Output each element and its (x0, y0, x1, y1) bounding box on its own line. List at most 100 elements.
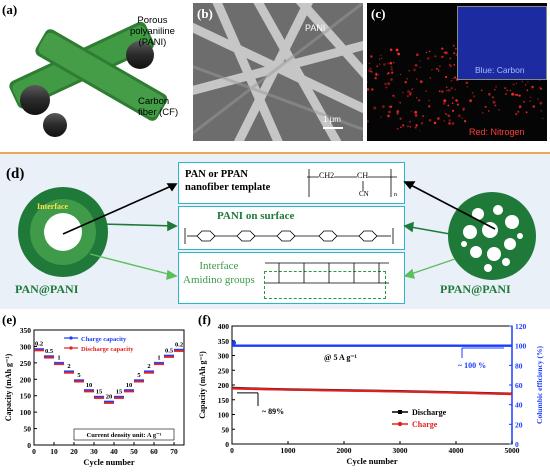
chart-e-discharge-point (57, 363, 61, 366)
chart-e-discharge-point (107, 401, 111, 405)
pani-annotation: Porous polyaniline (PANI) (130, 15, 175, 48)
chart-e-discharge-point (127, 390, 131, 393)
nitrogen-dot (399, 117, 402, 120)
nitrogen-dot (537, 98, 539, 100)
chart-f-ytick-label: 400 (218, 322, 230, 331)
nitrogen-dot (416, 97, 418, 99)
nitrogen-dot (379, 58, 381, 60)
chart-e-discharge-point (125, 390, 129, 393)
chart-f-y2tick-label: 20 (515, 420, 523, 429)
nitrogen-dot (388, 110, 391, 114)
nitrogen-dot (445, 75, 448, 79)
nitrogen-dot (482, 112, 484, 114)
nitrogen-dot (491, 96, 494, 99)
nitrogen-dot (448, 63, 451, 66)
chart-f-annotation-retention: ~ 89% (262, 407, 284, 416)
chart-f-ytick-label: 350 (218, 337, 230, 346)
chart-e-discharge-point (53, 363, 57, 366)
chart-f-xlabel: Cycle number (346, 456, 397, 466)
pani-surface-box: PANI on surface (178, 206, 405, 250)
nitrogen-dot (406, 78, 408, 80)
chart-e-discharge-point (163, 355, 167, 359)
nitrogen-dot (523, 101, 525, 103)
amidino-dashed-frame (264, 271, 386, 299)
nitrogen-dot (449, 57, 452, 60)
chart-e-discharge-point (89, 390, 93, 393)
chart-e-discharge-point (119, 396, 123, 400)
chart-e-discharge-point (97, 396, 101, 400)
nitrogen-dot (454, 76, 456, 79)
chart-e-discharge-point (101, 396, 105, 400)
nitrogen-dot (392, 94, 395, 97)
chart-e-step-label: 15 (96, 388, 103, 395)
chart-e-discharge-point (81, 380, 85, 383)
nitrogen-dot (390, 65, 393, 68)
nitrogen-dot (506, 89, 509, 92)
chart-f-ytick-label: 50 (222, 425, 230, 434)
nitrogen-dot (473, 95, 476, 98)
nitrogen-dot (418, 99, 421, 102)
chart-e-legend-discharge-marker (69, 346, 73, 350)
chart-f-y2tick-label: 0 (515, 440, 519, 449)
chart-f-ylabel: Capacity (mAh g⁻¹) (198, 351, 207, 419)
nitrogen-dot (411, 88, 414, 90)
nitrogen-dot (461, 117, 463, 119)
nitrogen-dot (368, 62, 371, 64)
chart-e-discharge-point (45, 356, 49, 359)
chart-e-step-label: 5 (77, 372, 81, 379)
chart-e-discharge-point (39, 349, 43, 352)
chart-e-discharge-point (43, 356, 47, 359)
nitrogen-dot (428, 99, 430, 102)
chart-e-ylabel: Capacity (mAh g⁻¹) (4, 353, 13, 421)
chart-e-ytick-label: 0 (27, 441, 31, 450)
chart-e-discharge-point (153, 363, 157, 366)
nitrogen-dot (415, 124, 418, 127)
nitrogen-label: Red: Nitrogen (469, 127, 525, 137)
nitrogen-dot (524, 84, 527, 86)
nitrogen-dot (446, 90, 448, 92)
chart-f-ytick-label: 250 (218, 366, 230, 375)
chart-e-discharge-point (83, 390, 87, 393)
pan-formula (307, 169, 397, 197)
chart-e-svg: 0 50 100 150 200 250 300 350 0 10 20 30 40 50 60 70 Cycl… (4, 326, 185, 467)
nitrogen-dot (453, 44, 455, 47)
chart-e-discharge-point (167, 355, 171, 359)
chart-e-discharge-point (147, 371, 151, 374)
nitrogen-dot (442, 102, 446, 105)
nitrogen-dot (451, 102, 454, 105)
nitrogen-dot (395, 48, 399, 52)
chart-e-discharge-point (177, 349, 181, 353)
chart-f-xtick-label: 5000 (505, 446, 520, 455)
chart-e-discharge-point (103, 401, 107, 405)
nitrogen-dot (450, 87, 453, 90)
chart-e-discharge-point (151, 371, 155, 374)
nitrogen-dot (397, 52, 401, 56)
chart-e-legend-discharge: Discharge capacity (81, 346, 134, 353)
chart-e-discharge-point (67, 371, 71, 374)
nitrogen-dot (515, 82, 518, 84)
nitrogen-dot (396, 127, 399, 130)
chart-e-discharge-point (41, 349, 45, 352)
chart-f-legend-discharge-marker (398, 410, 402, 414)
nitrogen-dot (451, 109, 455, 112)
chart-e-discharge-point (77, 380, 81, 383)
nitrogen-dot (384, 82, 387, 86)
porous-core-icon (461, 205, 523, 272)
chart-e-discharge-point (159, 363, 163, 366)
nitrogen-dot (428, 50, 431, 53)
nitrogen-dot (422, 115, 425, 117)
chart-f-legend-discharge: Discharge (412, 408, 447, 417)
nitrogen-dot (456, 103, 459, 106)
nitrogen-dot (529, 100, 531, 102)
nitrogen-dot (419, 60, 421, 62)
panel-a-label: (a) (2, 2, 18, 17)
chart-e-note-box (73, 428, 175, 441)
nitrogen-dot (448, 122, 451, 125)
nitrogen-dot (387, 72, 390, 75)
nitrogen-dot (451, 122, 455, 125)
nitrogen-dot (371, 88, 374, 91)
panel-d-label: (d) (6, 166, 25, 182)
nitrogen-dot (438, 90, 441, 93)
nitrogen-dot (437, 117, 440, 120)
template-box: PAN or PPAN nanofiber template CH2 CH CN… (178, 162, 405, 204)
